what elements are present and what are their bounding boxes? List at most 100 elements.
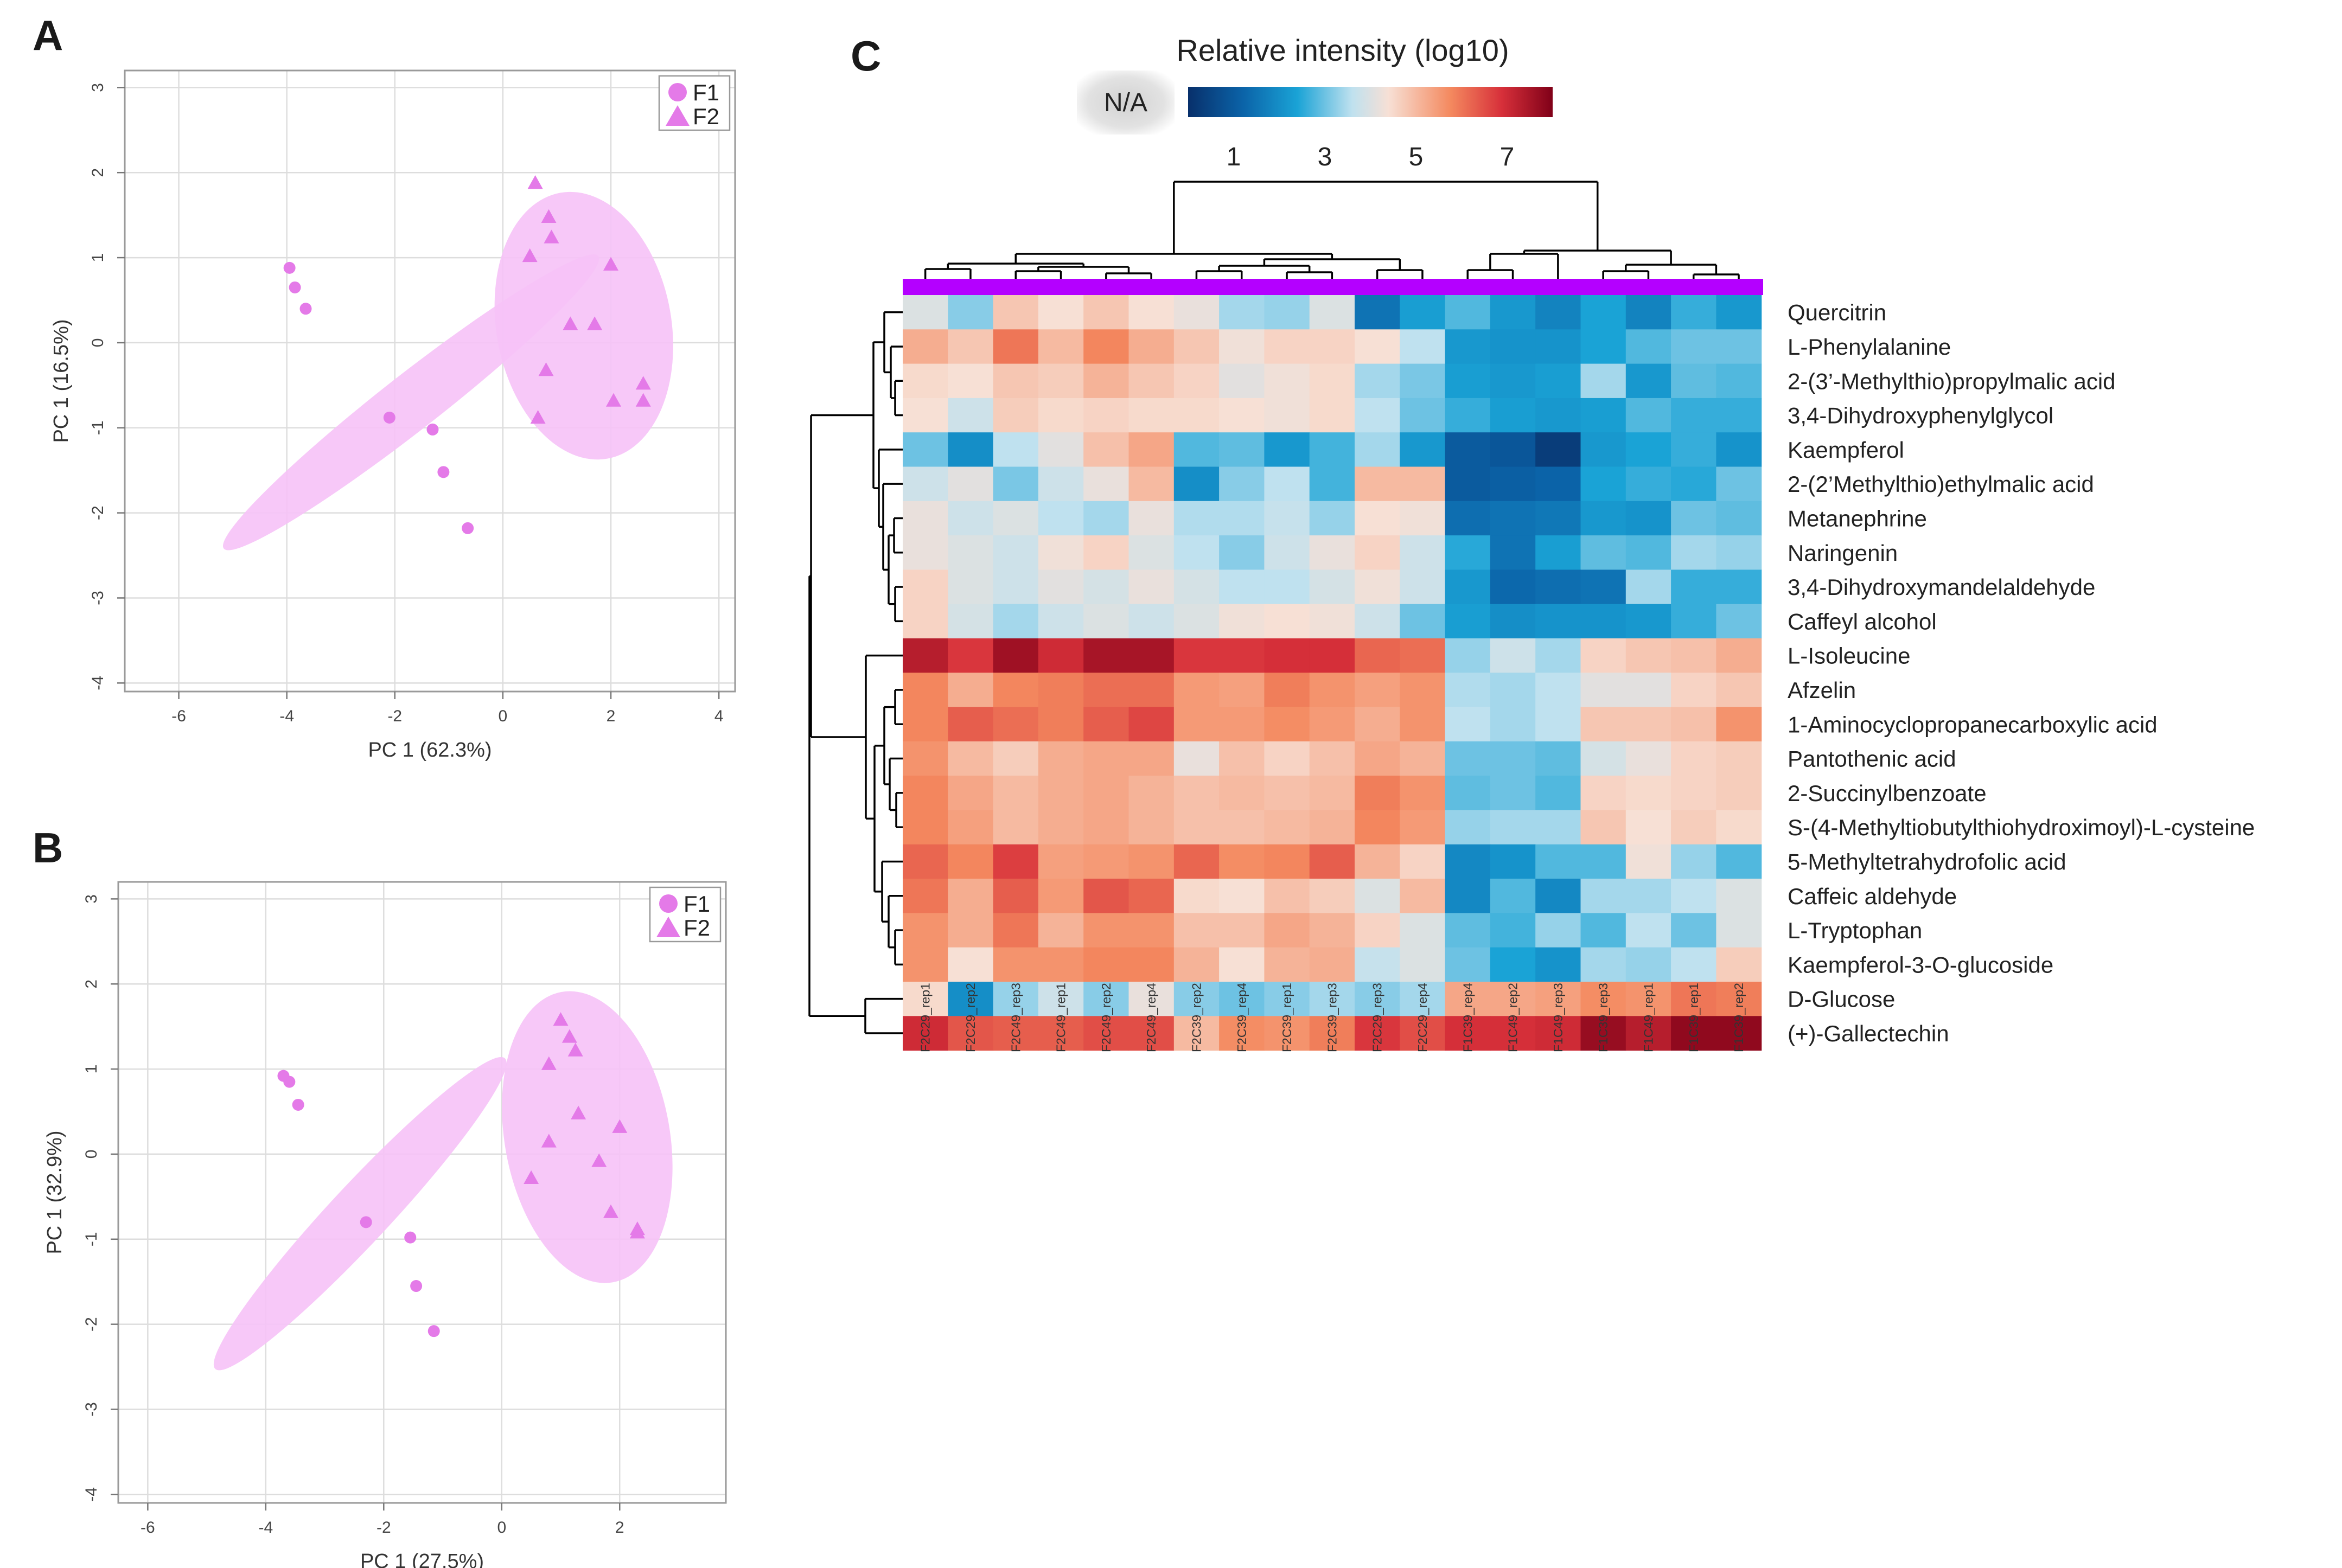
heatmap-cell (1716, 982, 1762, 1016)
heatmap-cell (1128, 673, 1175, 708)
row-labels: Quercitrin L-Phenylalanine 2-(3’-Methylthi… (1788, 300, 2255, 1046)
y-tick-label: -4 (89, 676, 107, 690)
heatmap-cell (993, 604, 1039, 639)
heatmap-cell (1716, 398, 1762, 433)
heatmap-cell (1400, 947, 1446, 982)
heatmap-cell (1490, 776, 1536, 811)
heatmap-cell (948, 569, 994, 605)
y-tick-label: -3 (89, 591, 107, 605)
heatmap-cell (1490, 741, 1536, 776)
heatmap-cell (1490, 295, 1536, 330)
heatmap-cell (1400, 501, 1446, 536)
point-f2 (563, 316, 578, 330)
heatmap-cell (1128, 982, 1175, 1016)
column-label: F1C49_rep1 (1641, 983, 1655, 1052)
heatmap-cell (1580, 879, 1626, 913)
point-f2 (591, 1153, 607, 1167)
heatmap-cell (1445, 947, 1491, 982)
heatmap-cell (903, 776, 948, 811)
heatmap-cell (1264, 363, 1310, 399)
legend-marker-f1 (659, 894, 678, 913)
heatmap-cell (993, 535, 1039, 570)
point-f2 (612, 1119, 628, 1133)
heatmap-cell (1535, 329, 1581, 364)
heatmap-cell (903, 673, 948, 708)
heatmap-cell (1671, 432, 1716, 468)
heatmap-cell (1128, 879, 1175, 913)
heatmap-cell (948, 776, 994, 811)
heatmap-cell (903, 1016, 948, 1051)
heatmap-cell (1083, 741, 1129, 776)
heatmap-cell (1400, 707, 1446, 742)
heatmap-cell (1038, 466, 1084, 502)
x-axis-label: PC 1 (27.5%) (360, 1550, 484, 1568)
heatmap-cell (903, 982, 948, 1016)
heatmap-cell (1671, 363, 1716, 399)
point-f1 (410, 1280, 423, 1292)
heatmap-cell (1128, 844, 1175, 879)
heatmap-cell (1580, 1016, 1626, 1051)
heatmap-cell (1490, 535, 1536, 570)
row-label: 2-(2’Methylthio)ethylmalic acid (1788, 471, 2094, 497)
heatmap-cell (1355, 913, 1400, 948)
heatmap-cell (1128, 741, 1175, 776)
heatmap-cell (1716, 707, 1762, 742)
heatmap-cell (1535, 569, 1581, 605)
y-axis-label: PC 1 (16.5%) (50, 319, 73, 443)
heatmap-cell (993, 295, 1039, 330)
heatmap-cell (1445, 913, 1491, 948)
heatmap-cell (948, 741, 994, 776)
legend-label-f1: F1 (693, 80, 719, 105)
heatmap-cell (1490, 1016, 1536, 1051)
heatmap-cell (1038, 535, 1084, 570)
heatmap-cell (1535, 535, 1581, 570)
row-label: S-(4-Methyltiobutylthiohydroximoyl)-L-cy… (1788, 815, 2255, 840)
y-tick-label: 2 (82, 980, 100, 989)
heatmap-cell (1445, 466, 1491, 502)
heatmap-cell (1128, 947, 1175, 982)
heatmap-cell (1264, 466, 1310, 502)
heatmap-cell (1355, 535, 1400, 570)
heatmap-cell (1038, 707, 1084, 742)
heatmap-cell (1400, 569, 1446, 605)
heatmap-cell (1490, 604, 1536, 639)
heatmap-cell (948, 398, 994, 433)
point-f2 (629, 1225, 645, 1239)
axis-ticks: -6 -4 -2 0 2 4 3 2 1 0 -1 -2 -3 -4 (89, 83, 723, 725)
row-label: Afzelin (1788, 677, 1856, 703)
heatmap-cell (1309, 432, 1355, 468)
row-label: Caffeic aldehyde (1788, 884, 1957, 909)
heatmap-cell (993, 913, 1039, 948)
heatmap-cells (903, 295, 1762, 1051)
heatmap-cell (1671, 844, 1716, 879)
heatmap-cell (1264, 432, 1310, 468)
heatmap-cell (1309, 295, 1355, 330)
column-label: F1C39_rep2 (1732, 983, 1746, 1052)
heatmap-cell (1264, 1016, 1310, 1051)
heatmap-cell (1173, 1016, 1220, 1051)
legend-marker-f1 (668, 83, 687, 101)
heatmap-cell (1309, 741, 1355, 776)
heatmap-cell (1128, 432, 1175, 468)
heatmap-cell (1264, 673, 1310, 708)
heatmap-cell (1264, 913, 1310, 948)
pca-plot-b: -6 -4 -2 0 2 3 2 1 0 -1 -2 -3 -4 PC 1 (27.5%) PC 1 (… (43, 881, 727, 1568)
heatmap-cell (1445, 501, 1491, 536)
heatmap-cell (1716, 844, 1762, 879)
heatmap-cell (903, 741, 948, 776)
heatmap-cell (1355, 363, 1400, 399)
heatmap-cell (1173, 501, 1220, 536)
heatmap-cell (903, 295, 948, 330)
heatmap-cell (1400, 810, 1446, 845)
heatmap-cell (1083, 913, 1129, 948)
heatmap-cell (1038, 982, 1084, 1016)
heatmap-cell (1445, 398, 1491, 433)
column-label: F2C39_rep2 (1189, 983, 1203, 1052)
heatmap-cell (1264, 398, 1310, 433)
heatmap-cell (1264, 329, 1310, 364)
heatmap-cell (903, 879, 948, 913)
heatmap-cell (1625, 363, 1671, 399)
column-label: F2C39_rep4 (1235, 983, 1249, 1052)
heatmap-cell (1219, 947, 1265, 982)
point-f2 (567, 1042, 583, 1057)
